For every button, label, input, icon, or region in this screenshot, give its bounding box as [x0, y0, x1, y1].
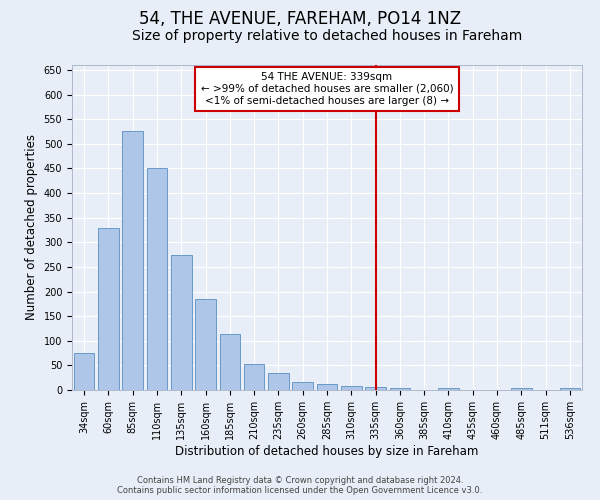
- Bar: [195, 299, 216, 390]
- Y-axis label: Number of detached properties: Number of detached properties: [25, 134, 38, 320]
- Bar: [122, 132, 143, 390]
- Bar: [560, 388, 580, 390]
- Bar: [244, 364, 265, 390]
- X-axis label: Distribution of detached houses by size in Fareham: Distribution of detached houses by size …: [175, 444, 479, 458]
- Bar: [74, 353, 94, 390]
- Bar: [511, 388, 532, 390]
- Bar: [438, 388, 459, 390]
- Bar: [98, 228, 119, 390]
- Text: 54 THE AVENUE: 339sqm
← >99% of detached houses are smaller (2,060)
<1% of semi-: 54 THE AVENUE: 339sqm ← >99% of detached…: [200, 72, 454, 106]
- Bar: [389, 388, 410, 390]
- Bar: [292, 382, 313, 390]
- Bar: [146, 168, 167, 390]
- Title: Size of property relative to detached houses in Fareham: Size of property relative to detached ho…: [132, 29, 522, 43]
- Bar: [365, 387, 386, 390]
- Bar: [341, 386, 362, 390]
- Bar: [268, 373, 289, 390]
- Bar: [171, 254, 191, 390]
- Bar: [317, 384, 337, 390]
- Text: Contains HM Land Registry data © Crown copyright and database right 2024.
Contai: Contains HM Land Registry data © Crown c…: [118, 476, 482, 495]
- Text: 54, THE AVENUE, FAREHAM, PO14 1NZ: 54, THE AVENUE, FAREHAM, PO14 1NZ: [139, 10, 461, 28]
- Bar: [220, 334, 240, 390]
